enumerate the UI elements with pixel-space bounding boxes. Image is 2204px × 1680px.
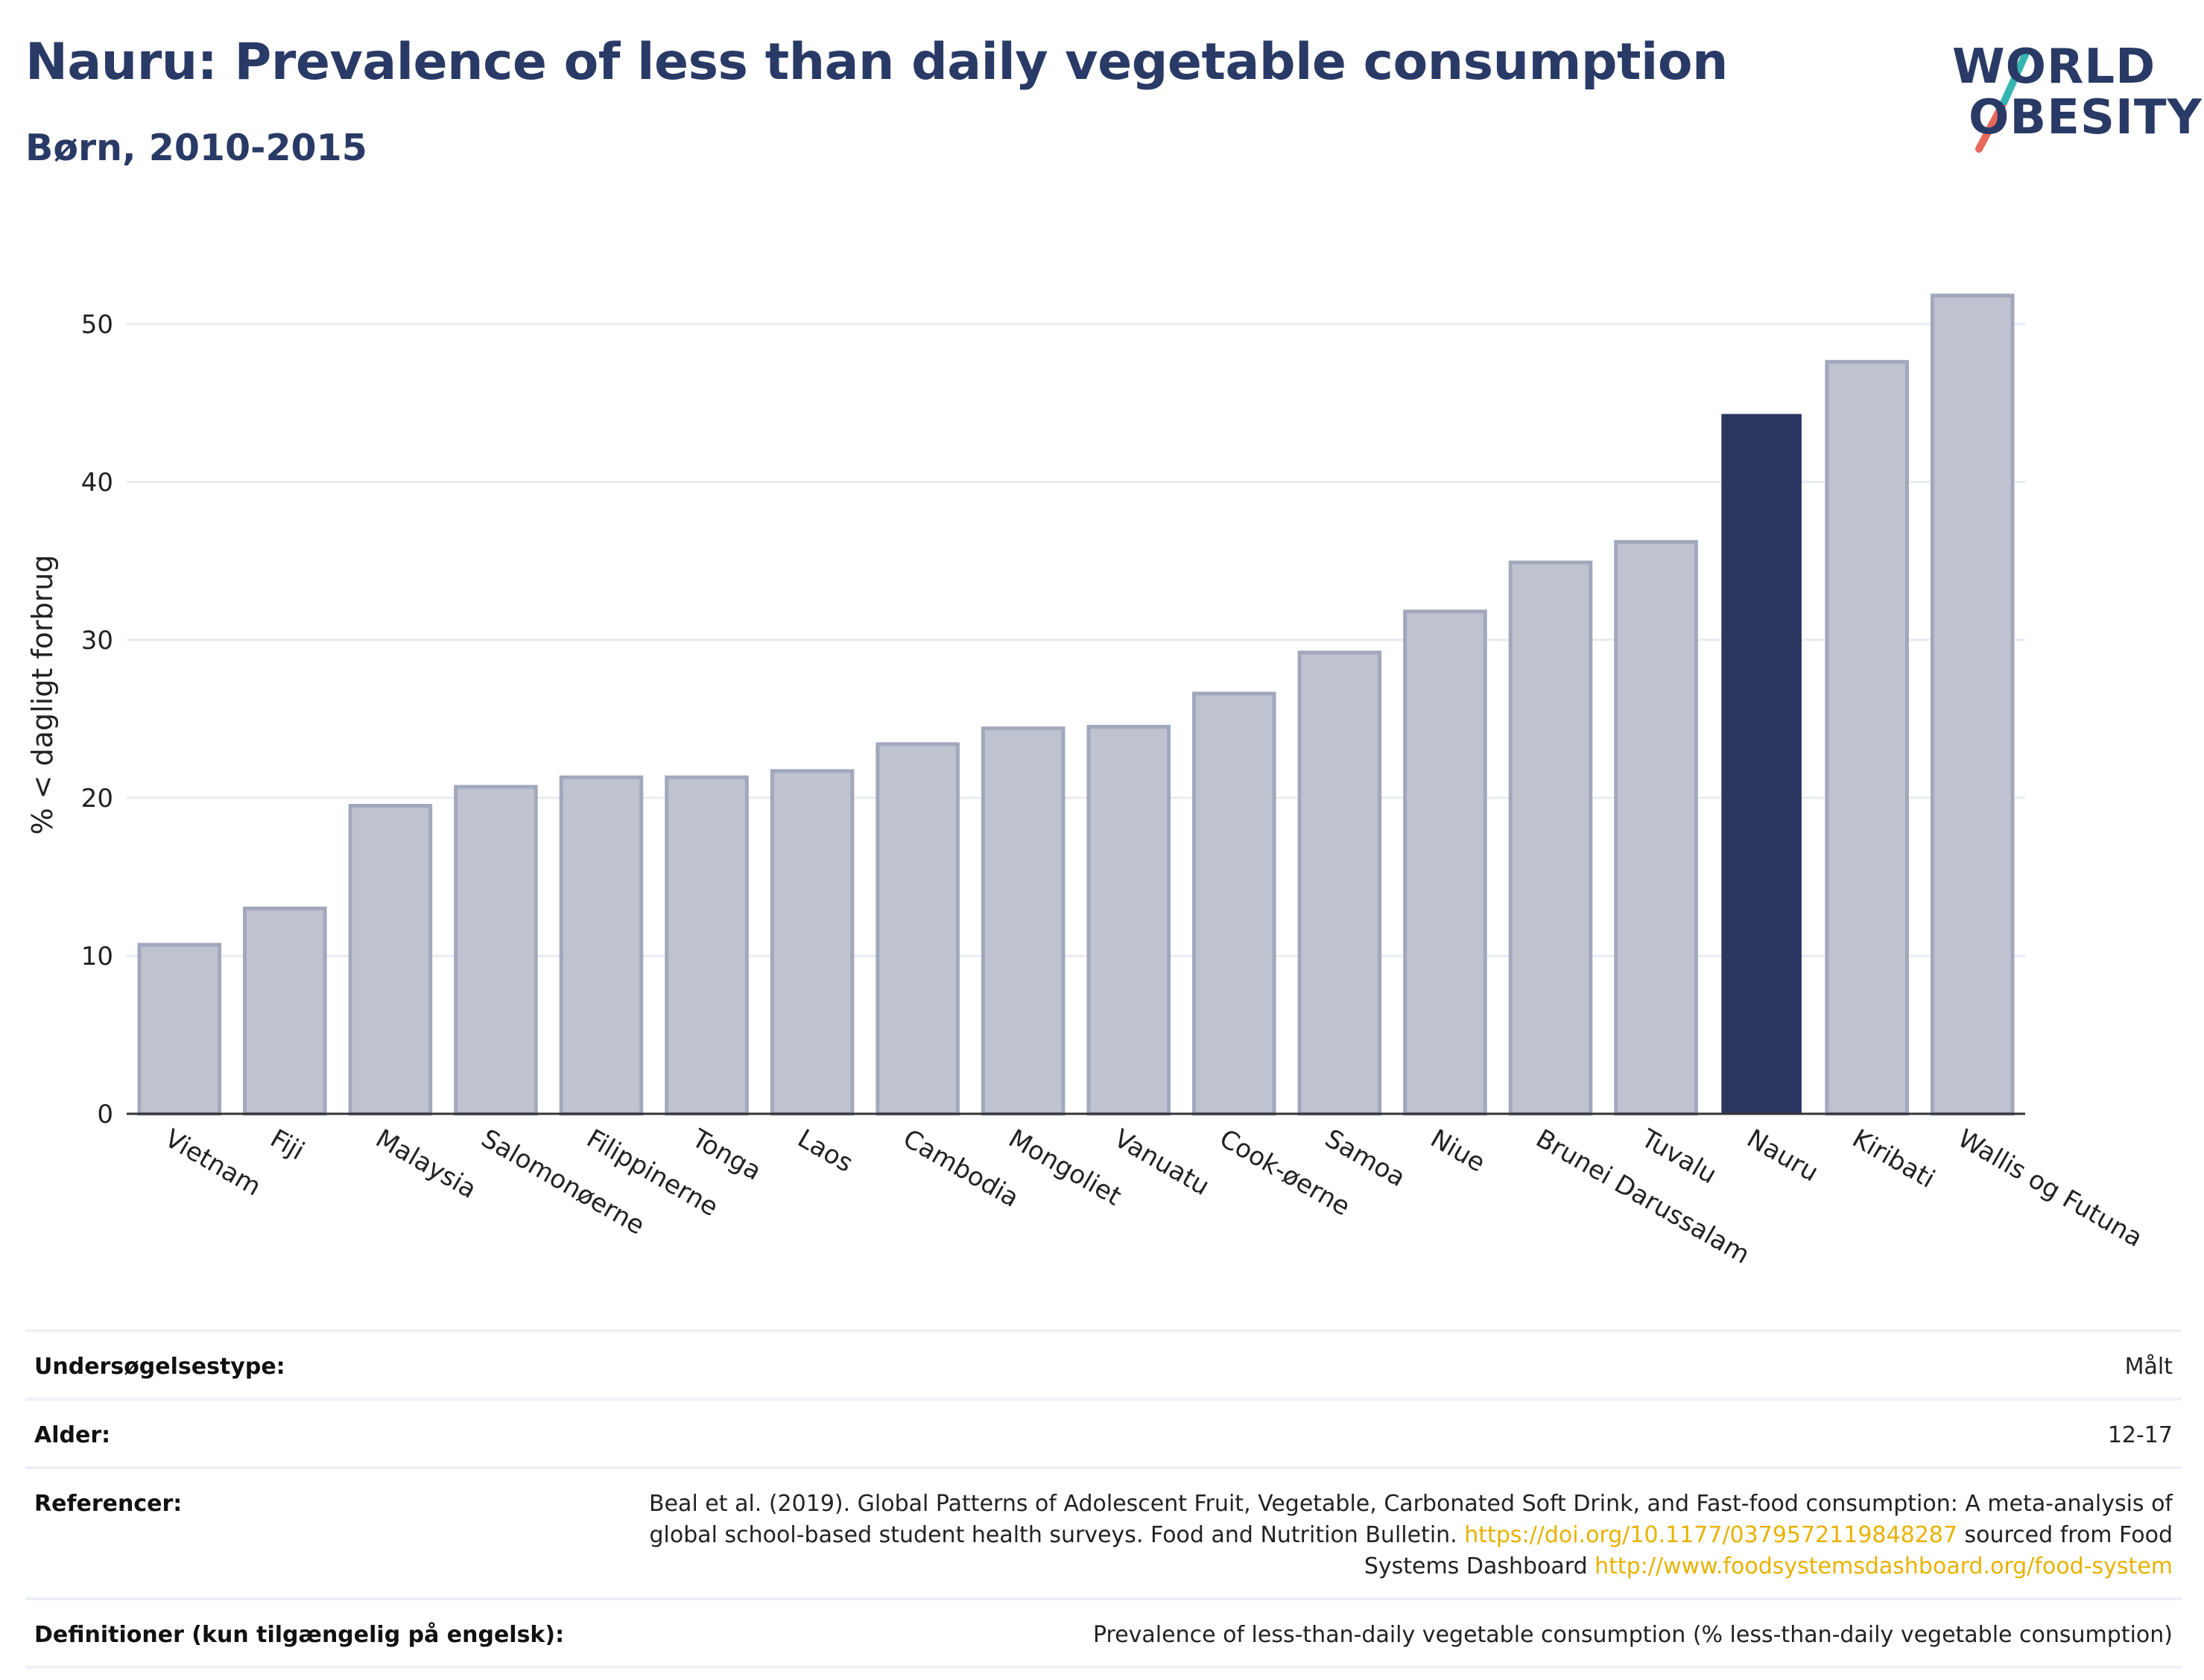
bar-laos[interactable] — [770, 769, 855, 1116]
references-label: Referencer: — [34, 1491, 183, 1517]
chart-gridlines — [127, 323, 2025, 957]
page-subtitle: Børn, 2010-2015 — [25, 127, 367, 169]
info-row-references: Referencer: Beal et al. (2019). Global P… — [25, 1469, 2182, 1600]
x-tick-label: Nauru — [1742, 1123, 1824, 1188]
info-row-survey-type: Undersøgelsestype: Målt — [25, 1332, 2182, 1401]
x-tick-label: Malaysia — [370, 1123, 481, 1205]
bar-malaysia[interactable] — [348, 804, 433, 1116]
logo-word-world: WORLD — [1952, 39, 2156, 95]
definitions-value: Prevalence of less-than-daily vegetable … — [1092, 1622, 2173, 1648]
bar-cambodia[interactable] — [875, 742, 960, 1116]
x-tick-label: Tuvalu — [1635, 1123, 1721, 1191]
logo-slash-icon — [1975, 51, 2029, 153]
bar-tonga[interactable] — [665, 775, 749, 1116]
y-tick-label: 30 — [81, 626, 113, 656]
y-tick-label: 0 — [97, 1100, 113, 1129]
x-tick-label: Vanuatu — [1109, 1123, 1214, 1202]
logo-slash-coral — [1975, 98, 2008, 153]
bar-kiribati[interactable] — [1825, 360, 1909, 1116]
info-row-age: Alder: 12-17 — [25, 1401, 2182, 1469]
references-text: Beal et al. (2019). Global Patterns of A… — [649, 1491, 2173, 1548]
survey-type-label: Undersøgelsestype: — [34, 1354, 285, 1380]
age-value: 12-17 — [2107, 1422, 2173, 1448]
x-tick-label: Wallis og Futuna — [1953, 1123, 2147, 1253]
bar-niue[interactable] — [1403, 609, 1487, 1116]
x-tick-label: Vietnam — [159, 1123, 266, 1202]
bar-mongoliet[interactable] — [981, 726, 1065, 1116]
bar-salomonøerne[interactable] — [454, 784, 538, 1116]
bar-fiji[interactable] — [243, 906, 327, 1116]
x-tick-label: Cambodia — [898, 1123, 1024, 1214]
info-row-definitions: Definitioner (kun tilgængelig på engelsk… — [25, 1600, 2182, 1669]
bar-vietnam[interactable] — [137, 942, 222, 1116]
bar-nauru[interactable] — [1721, 413, 1802, 1114]
references-value: Beal et al. (2019). Global Patterns of A… — [593, 1489, 2173, 1582]
y-tick-label: 20 — [81, 784, 113, 814]
age-label: Alder: — [34, 1422, 111, 1448]
references-source-text: sourced from Food Systems Dashboard — [1364, 1522, 2173, 1579]
x-tick-label: Mongoliet — [1004, 1123, 1127, 1211]
y-tick-label: 50 — [81, 310, 113, 340]
logo-slash-teal — [2001, 51, 2029, 105]
bar-vanuatu[interactable] — [1086, 725, 1171, 1116]
info-table: Undersøgelsestype: Målt Alder: 12-17 Ref… — [25, 1329, 2182, 1669]
x-tick-label: Samoa — [1320, 1123, 1410, 1193]
y-axis-ticks: 0 10 20 30 40 50 — [81, 310, 113, 1129]
x-tick-label: Niue — [1425, 1123, 1490, 1178]
bar-tuvalu[interactable] — [1614, 539, 1698, 1116]
x-tick-label: Kiribati — [1847, 1123, 1939, 1194]
x-tick-label: Fiji — [265, 1123, 309, 1166]
bar-brunei-darussalam[interactable] — [1508, 560, 1593, 1116]
bar-filippinerne[interactable] — [559, 775, 644, 1116]
y-tick-label: 10 — [81, 942, 113, 971]
food-systems-dashboard-link[interactable]: http://www.foodsystemsdashboard.org/food… — [1595, 1553, 2173, 1579]
definitions-label: Definitioner (kun tilgængelig på engelsk… — [34, 1622, 565, 1648]
chart-bars — [137, 294, 2015, 1116]
x-tick-label: Laos — [793, 1123, 858, 1179]
y-tick-label: 40 — [81, 468, 113, 498]
bar-wallis-og-futuna[interactable] — [1930, 294, 2015, 1116]
bar-cook-øerne[interactable] — [1192, 691, 1276, 1116]
x-tick-label: Tonga — [686, 1123, 766, 1187]
bar-samoa[interactable] — [1297, 650, 1382, 1116]
y-axis-title: % < dagligt forbrug — [26, 554, 59, 834]
world-obesity-logo[interactable]: WORLD OBESITY — [1937, 22, 2202, 164]
logo-word-obesity: OBESITY — [1969, 90, 2203, 145]
survey-type-value: Målt — [2124, 1354, 2173, 1380]
page-title: Nauru: Prevalence of less than daily veg… — [25, 33, 1728, 92]
doi-link[interactable]: https://doi.org/10.1177/0379572119848287 — [1464, 1522, 1957, 1548]
